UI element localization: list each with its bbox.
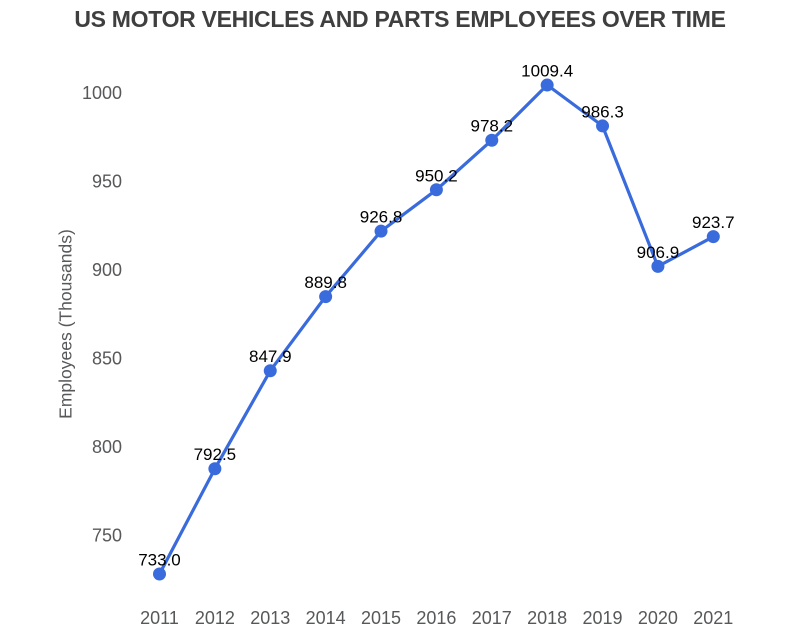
x-tick-label: 2019 — [583, 608, 623, 628]
data-point-marker — [485, 133, 499, 147]
y-tick-label: 900 — [92, 260, 122, 280]
data-point-marker — [153, 567, 166, 581]
data-point-marker — [374, 224, 388, 238]
data-point-marker — [429, 183, 443, 197]
x-tick-label: 2013 — [250, 608, 290, 628]
x-tick-label: 2020 — [638, 608, 678, 628]
data-point-marker — [540, 78, 554, 92]
x-tick-label: 2018 — [527, 608, 567, 628]
data-point-label: 792.5 — [194, 445, 237, 464]
data-point-marker — [706, 230, 720, 244]
chart-title: US MOTOR VEHICLES AND PARTS EMPLOYEES OV… — [74, 6, 726, 32]
x-tick-label: 2012 — [195, 608, 235, 628]
y-tick-label: 1000 — [82, 83, 122, 103]
y-tick-label: 750 — [92, 525, 122, 545]
y-tick-label: 800 — [92, 437, 122, 457]
series-line — [157, 83, 715, 576]
data-point-label: 906.9 — [637, 243, 680, 262]
data-point-marker — [263, 364, 277, 378]
data-point-marker — [651, 259, 665, 273]
data-point-label: 847.9 — [249, 347, 292, 366]
x-tick-label: 2021 — [693, 608, 733, 628]
x-tick-label: 2015 — [361, 608, 401, 628]
data-point-label: 986.3 — [581, 102, 624, 121]
data-point-marker — [596, 119, 610, 133]
x-tick-label: 2017 — [472, 608, 512, 628]
data-point-label: 1009.4 — [521, 62, 573, 81]
x-tick-label: 2016 — [416, 608, 456, 628]
data-point-label: 926.8 — [360, 208, 403, 227]
data-point-marker — [319, 290, 333, 304]
data-point-marker — [208, 462, 222, 476]
data-point-label: 923.7 — [692, 213, 735, 232]
data-point-label: 978.2 — [471, 117, 514, 136]
y-tick-label: 950 — [92, 172, 122, 192]
y-tick-label: 850 — [92, 349, 122, 369]
x-tick-label: 2014 — [306, 608, 346, 628]
data-point-label: 889.8 — [304, 273, 347, 292]
data-point-label: 950.2 — [415, 166, 458, 185]
data-point-label: 733.0 — [138, 551, 181, 570]
x-tick-label: 2011 — [140, 608, 179, 628]
y-axis-title: Employees (Thousands) — [55, 229, 76, 419]
